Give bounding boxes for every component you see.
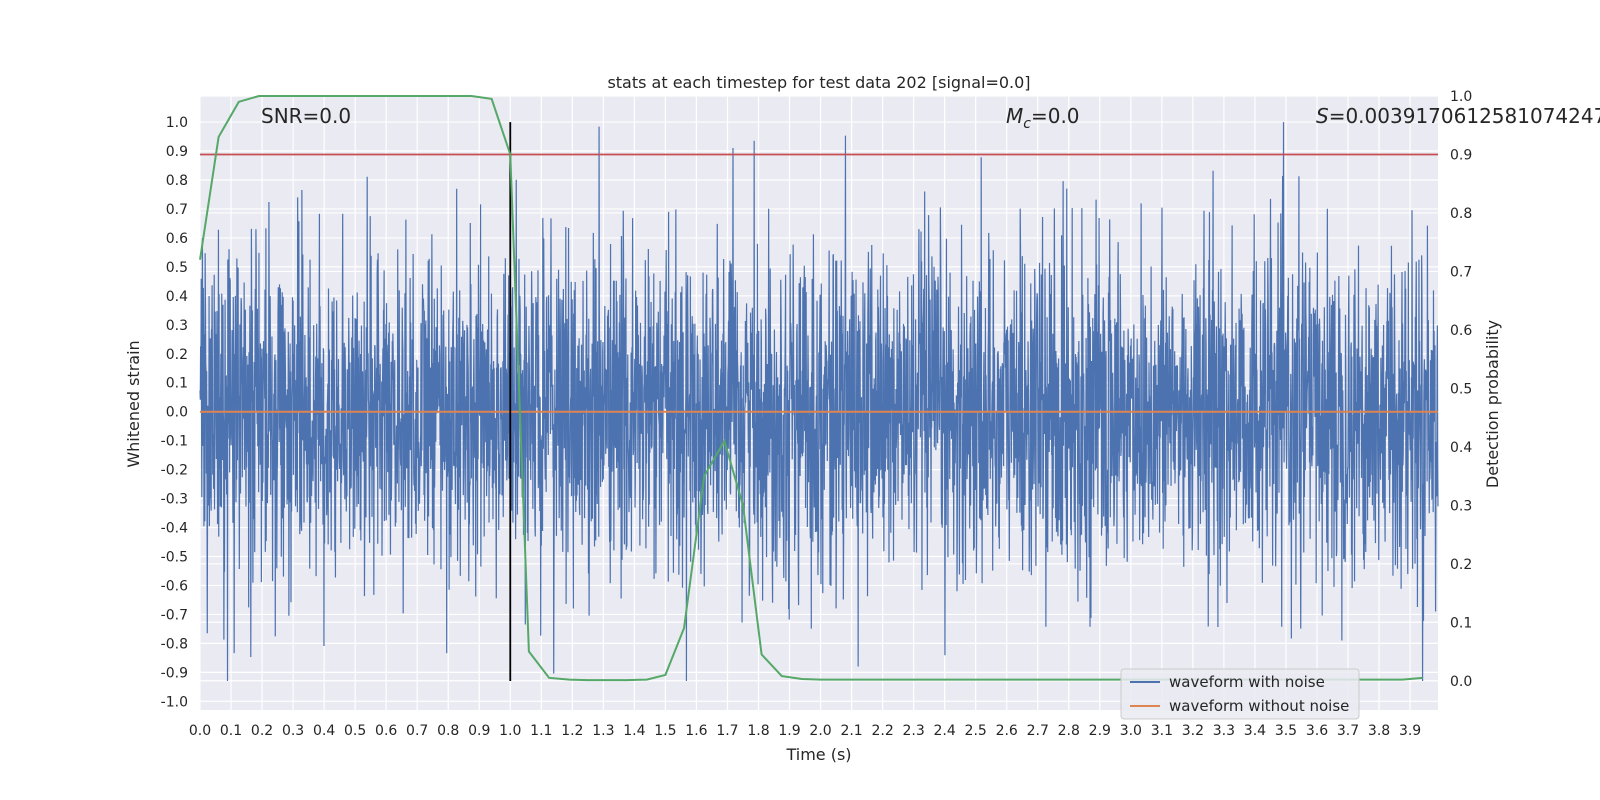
x-ticks: 0.0 0.1 0.2 0.3 0.4 0.5 0.6 0.7 0.8 0.9 1.0 1.1 1.2 1… <box>189 723 1421 739</box>
legend-box <box>1120 668 1360 720</box>
x-tick-label: 1.3 <box>592 723 614 739</box>
y2-tick-label: 0.3 <box>1450 498 1472 514</box>
x-tick-label: 1.0 <box>499 723 521 739</box>
series-detection-probability <box>199 95 1423 682</box>
x-tick-label: 1.1 <box>530 723 552 739</box>
x-tick-label: 3.7 <box>1337 723 1359 739</box>
x-tick-label: 0.1 <box>220 723 242 739</box>
mc-annotation: Mc=0.0 <box>1006 104 1080 132</box>
x-tick-label: 3.4 <box>1244 723 1266 739</box>
y-tick-label: -0.2 <box>161 463 188 479</box>
x-tick-label: 0.3 <box>282 723 304 739</box>
y-tick-label: 0.6 <box>166 231 188 247</box>
mc-value: =0.0 <box>1031 104 1080 128</box>
x-tick-label: 1.7 <box>716 723 738 739</box>
legend-label-clean: waveform without noise <box>1169 697 1349 715</box>
y2-tick-label: 0.7 <box>1450 264 1472 280</box>
x-tick-label: 2.0 <box>809 723 831 739</box>
x-tick-label: 3.6 <box>1306 723 1328 739</box>
x-tick-label: 2.5 <box>965 723 987 739</box>
y-tick-label: 0.0 <box>166 405 188 421</box>
y-tick-label: 0.2 <box>166 347 188 363</box>
x-tick-label: 0.4 <box>313 723 335 739</box>
series-waveform-with-noise <box>199 122 1439 682</box>
y2-tick-label: 0.9 <box>1450 147 1472 163</box>
chart-title: stats at each timestep for test data 202… <box>607 73 1030 92</box>
mc-subscript: c <box>1023 116 1031 132</box>
x-tick-label: 2.9 <box>1089 723 1111 739</box>
x-tick-label: 3.1 <box>1151 723 1173 739</box>
y-tick-label: 0.1 <box>166 376 188 392</box>
x-tick-label: 2.4 <box>934 723 956 739</box>
x-tick-label: 2.2 <box>871 723 893 739</box>
x-tick-label: 1.6 <box>685 723 707 739</box>
y-tick-label: -0.8 <box>161 636 188 652</box>
x-tick-label: 3.3 <box>1213 723 1235 739</box>
x-tick-label: 3.8 <box>1368 723 1390 739</box>
x-tick-label: 0.8 <box>437 723 459 739</box>
x-tick-label: 1.5 <box>654 723 676 739</box>
x-tick-label: 0.2 <box>251 723 273 739</box>
x-tick-label: 0.6 <box>375 723 397 739</box>
legend: waveform with noise waveform without noi… <box>1120 668 1360 720</box>
line-series <box>199 95 1438 682</box>
x-tick-label: 3.5 <box>1275 723 1297 739</box>
x-tick-label: 2.8 <box>1058 723 1080 739</box>
x-tick-label: 2.6 <box>996 723 1018 739</box>
y-tick-label: 0.5 <box>166 260 188 276</box>
y-tick-label: -0.1 <box>161 434 188 450</box>
y-tick-label: -0.7 <box>161 607 188 623</box>
x-tick-label: 2.3 <box>903 723 925 739</box>
y2-tick-label: 0.8 <box>1450 206 1472 222</box>
x-tick-label: 1.2 <box>561 723 583 739</box>
x-tick-label: 3.0 <box>1120 723 1142 739</box>
y-tick-label: 0.9 <box>166 144 188 160</box>
y-axis-label: Whitened strain <box>124 340 143 467</box>
y-ticks: 1.0 0.9 0.8 0.7 0.6 0.5 0.4 0.3 0.2 0.1 0.0 -0.1 -0.… <box>161 115 188 710</box>
noise-series <box>199 122 1439 682</box>
y2-tick-label: 0.2 <box>1450 557 1472 573</box>
x-tick-label: 1.9 <box>778 723 800 739</box>
y2-tick-label: 0.0 <box>1450 674 1472 690</box>
y2-axis-label: Detection probability <box>1483 320 1502 488</box>
x-tick-label: 0.0 <box>189 723 211 739</box>
y-tick-label: 0.4 <box>166 289 188 305</box>
y-tick-label: 0.7 <box>166 202 188 218</box>
s-symbol: S <box>1316 104 1329 128</box>
snr-annotation: SNR=0.0 <box>261 104 351 128</box>
y-tick-label: -0.4 <box>161 521 188 537</box>
y-tick-label: -0.3 <box>161 492 188 508</box>
y2-tick-label: 1.0 <box>1450 89 1472 105</box>
y2-tick-label: 0.6 <box>1450 323 1472 339</box>
y2-tick-label: 0.1 <box>1450 615 1472 631</box>
y-tick-label: -0.9 <box>161 665 188 681</box>
y-tick-label: 0.3 <box>166 318 188 334</box>
x-tick-label: 2.1 <box>840 723 862 739</box>
s-annotation: S=0.0039170612581074247 <box>1316 104 1600 128</box>
y-tick-label: 1.0 <box>166 115 188 131</box>
y2-ticks: 1.0 0.9 0.8 0.7 0.6 0.5 0.4 0.3 0.2 0.1 0.0 <box>1450 89 1472 690</box>
mc-symbol: M <box>1006 104 1023 128</box>
x-axis-label: Time (s) <box>785 745 851 764</box>
x-tick-label: 0.5 <box>344 723 366 739</box>
x-tick-label: 0.7 <box>406 723 428 739</box>
y-tick-label: -0.5 <box>161 550 188 566</box>
x-tick-label: 1.8 <box>747 723 769 739</box>
x-tick-label: 2.7 <box>1027 723 1049 739</box>
y-tick-label: -1.0 <box>161 694 188 710</box>
s-value: =0.0039170612581074247 <box>1329 104 1600 128</box>
y2-tick-label: 0.5 <box>1450 381 1472 397</box>
y2-tick-label: 0.4 <box>1450 440 1472 456</box>
legend-label-noise: waveform with noise <box>1169 673 1325 691</box>
y-tick-label: 0.8 <box>166 173 188 189</box>
y-tick-label: -0.6 <box>161 578 188 594</box>
x-tick-label: 3.9 <box>1399 723 1421 739</box>
x-tick-label: 3.2 <box>1182 723 1204 739</box>
x-tick-label: 1.4 <box>623 723 645 739</box>
x-tick-label: 0.9 <box>468 723 490 739</box>
